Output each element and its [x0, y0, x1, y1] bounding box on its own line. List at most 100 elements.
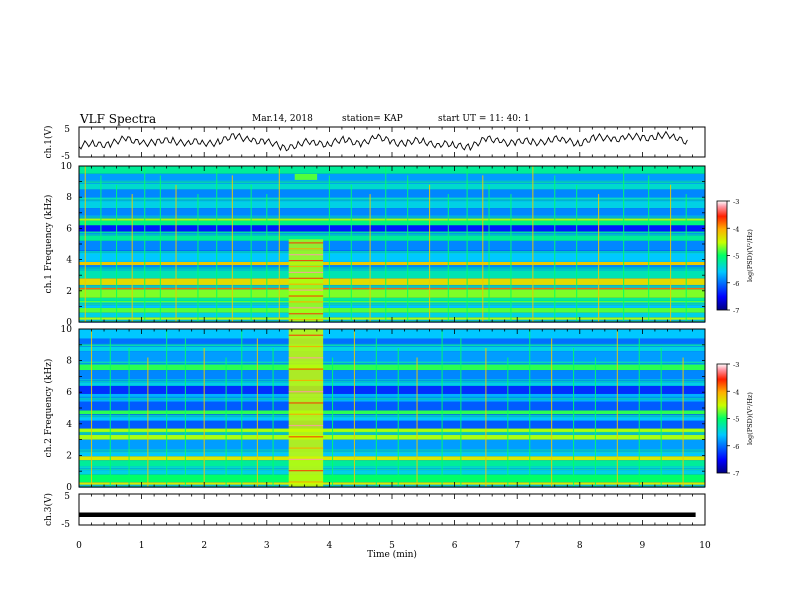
colorbar-tick-label: -6 — [733, 443, 739, 451]
colorbar-tick-label: -4 — [733, 225, 739, 233]
spectrogram-band — [79, 401, 705, 411]
spectrogram-burst-patch — [294, 173, 318, 180]
spectrogram-band — [79, 420, 705, 429]
spectrogram-ytick-label: 8 — [66, 193, 72, 203]
spectrogram-striation — [79, 449, 705, 451]
colorbar-tick-label: -5 — [733, 253, 739, 261]
spectrogram-ytick-label: 0 — [66, 318, 72, 328]
spectrogram-striation — [79, 232, 705, 234]
x-tick-label: 10 — [699, 541, 711, 551]
spectrogram-ytick-label: 4 — [66, 420, 72, 430]
spectrogram-ytick-label: 0 — [66, 483, 72, 493]
spectrogram-band — [79, 265, 705, 269]
colorbar-tick-label: -4 — [733, 388, 739, 396]
spectrogram-burst-line — [288, 413, 324, 415]
colorbar-tick-label: -7 — [733, 470, 739, 478]
spectrogram-striation — [79, 215, 705, 217]
spectrogram-burst-line — [288, 307, 324, 309]
ch1-spectrogram — [78, 165, 730, 323]
ch1-ytick-label: 5 — [64, 125, 70, 135]
spectrogram-band — [79, 338, 705, 345]
spectrogram-band — [79, 410, 705, 415]
spectrogram-band — [79, 385, 705, 394]
spectrogram-striation — [79, 180, 705, 182]
spectrogram-striation — [79, 414, 705, 416]
ch2-spectrogram — [78, 328, 730, 488]
spectrogram-burst-line — [288, 301, 324, 303]
spectrogram-burst-line — [288, 265, 324, 268]
x-tick-label: 4 — [327, 541, 333, 551]
spectrogram-band — [79, 250, 705, 262]
spectrogram-band — [79, 449, 705, 457]
spectrogram-burst-line — [288, 254, 324, 256]
colorbar-tick-label: -6 — [733, 280, 739, 288]
spectrogram-burst — [288, 329, 324, 487]
x-tick-label: 0 — [76, 541, 82, 551]
start-time-label: start UT = 11: 40: 1 — [438, 114, 530, 124]
spectrogram-ylabel: ch.2 Frequency (kHz) — [43, 359, 54, 458]
spectrogram-striation — [79, 466, 705, 468]
spectrogram-band — [79, 181, 705, 190]
colorbar-tick-label: -3 — [733, 198, 739, 206]
spectrogram-burst-line — [288, 289, 324, 291]
spectrogram-band — [79, 307, 705, 313]
spectrogram-band — [79, 439, 705, 450]
spectrogram-band — [79, 173, 705, 182]
spectrogram-burst-line — [288, 345, 324, 348]
spectrogram-burst-line — [288, 391, 324, 393]
spectrogram-band — [79, 414, 705, 421]
spectrogram-burst-line — [288, 379, 324, 381]
spectrogram-striation — [79, 198, 705, 199]
spectrogram-band — [79, 289, 705, 298]
ch1-ylabel: ch.1(V) — [43, 126, 54, 159]
spectrogram-striation — [79, 431, 705, 433]
spectrogram-ytick-label: 8 — [66, 357, 72, 367]
spectrogram-striation — [79, 267, 705, 269]
chart-title: VLF Spectra — [80, 112, 157, 126]
colorbar-label: log(PSD)(V²/Hz) — [746, 392, 754, 445]
ch1-ytick-label: -5 — [61, 152, 70, 162]
spectrogram-band — [79, 460, 705, 467]
spectrogram-band — [79, 189, 705, 198]
spectrogram-burst-line — [288, 424, 324, 427]
spectrogram-striation — [79, 284, 705, 286]
spectrogram-band — [79, 216, 705, 221]
spectrogram-band — [79, 474, 705, 483]
ch3-ytick-label: 5 — [64, 492, 70, 502]
spectrogram-burst-line — [288, 295, 324, 297]
spectrogram-striation — [79, 250, 705, 251]
spectrogram-burst-line — [288, 436, 324, 438]
spectrogram-band — [79, 297, 705, 301]
spectrogram-ytick-label: 2 — [66, 451, 72, 461]
spectrogram-band — [79, 304, 705, 308]
spectrogram-burst — [288, 239, 324, 322]
date-label: Mar.14, 2018 — [252, 114, 313, 124]
station-label: station= KAP — [342, 114, 403, 124]
spectrogram-band — [79, 351, 705, 365]
ch1-waveform-line — [78, 130, 688, 152]
x-tick-label: 8 — [577, 541, 583, 551]
spectrogram-band — [79, 197, 705, 209]
spectrogram-burst-line — [288, 402, 324, 404]
x-tick-label: 7 — [514, 541, 520, 551]
spectrogram-burst-line — [288, 248, 324, 250]
x-tick-label: 6 — [452, 541, 458, 551]
spectrogram-band — [79, 225, 705, 232]
spectrogram-band — [79, 261, 705, 266]
spectrogram-band — [79, 381, 705, 386]
spectrogram-ytick-label: 4 — [66, 256, 72, 266]
spectrogram-ytick-label: 10 — [61, 325, 73, 335]
spectrogram-band — [79, 312, 705, 318]
colorbar-label: log(PSD)(V²/Hz) — [746, 229, 754, 282]
colorbar-tick-label: -7 — [733, 307, 739, 315]
spectrogram-band — [79, 278, 705, 286]
colorbar — [716, 363, 728, 474]
spectrogram-band — [79, 456, 705, 461]
spectrogram-burst-line — [288, 277, 324, 279]
spectrogram-striation — [79, 396, 705, 398]
x-axis-label: Time (min) — [367, 549, 417, 560]
colorbar-tick-label: -5 — [733, 416, 739, 424]
spectrogram-ytick-label: 6 — [66, 388, 72, 398]
spectrogram-band — [79, 364, 705, 371]
